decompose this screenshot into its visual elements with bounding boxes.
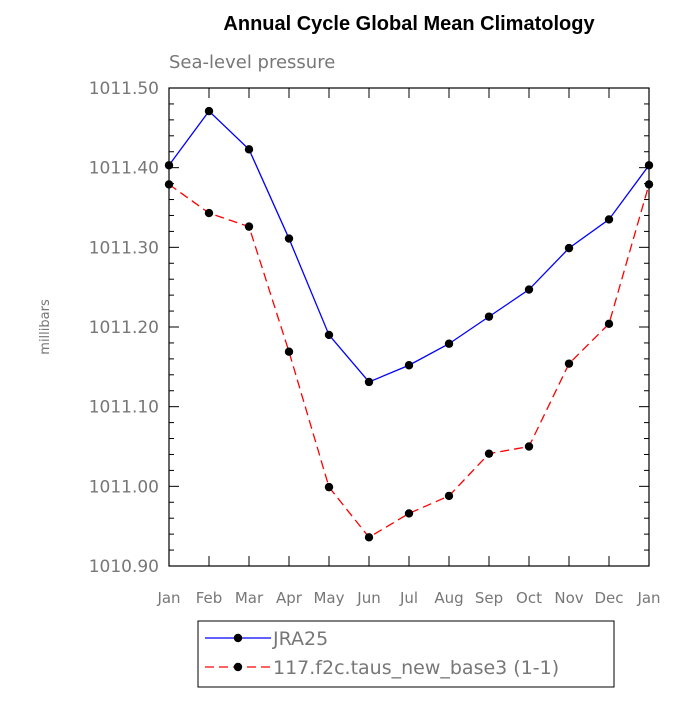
data-point-0: [604, 215, 614, 224]
x-tick-label: Nov: [554, 589, 583, 607]
x-tick-label: Oct: [516, 589, 542, 607]
legend-box: [197, 620, 615, 688]
data-point-1: [324, 482, 334, 492]
x-tick-label: Dec: [594, 589, 623, 607]
data-point-0: [564, 243, 574, 253]
data-point-0: [404, 361, 414, 370]
data-point-1: [564, 359, 574, 368]
data-point-1: [524, 442, 534, 451]
legend-marker-1: [233, 662, 243, 672]
series-line-1: [168, 183, 650, 539]
legend-marker-0: [233, 633, 243, 643]
x-tick-label: Feb: [196, 589, 223, 607]
data-point-1: [284, 347, 294, 356]
x-tick-label: Jan: [636, 589, 660, 607]
y-tick-label: 1011.00: [89, 477, 159, 497]
x-tick-label: Mar: [235, 589, 264, 607]
data-point-1: [444, 491, 454, 501]
x-tick-label: Aug: [434, 589, 463, 607]
legend-label-0: JRA25: [272, 628, 328, 650]
series-line-0: [168, 110, 650, 383]
x-tick-label: Apr: [276, 589, 303, 607]
data-point-1: [164, 180, 174, 189]
data-point-0: [164, 161, 174, 170]
data-point-1: [364, 533, 374, 542]
data-point-0: [484, 312, 494, 321]
data-point-0: [284, 234, 294, 243]
y-tick-label: 1011.50: [89, 79, 159, 99]
plot-frame: [168, 87, 650, 567]
data-point-1: [484, 449, 494, 458]
chart-title: Annual Cycle Global Mean Climatology: [223, 13, 595, 35]
x-tick-label: Sep: [475, 589, 503, 607]
y-tick-label: 1011.30: [89, 238, 159, 258]
chart-subtitle: Sea-level pressure: [169, 52, 335, 73]
data-point-1: [404, 509, 414, 518]
legend-label-1: 117.f2c.taus_new_base3 (1-1): [273, 657, 559, 679]
plot-area: 1010.90 1011.00 1011.10 1011.20 1011.30 1011.…: [89, 79, 661, 607]
y-axis-label: millibars: [38, 299, 53, 355]
data-point-0: [324, 330, 334, 340]
x-tick-label: Jun: [356, 589, 380, 607]
data-point-1: [604, 319, 614, 329]
data-point-0: [364, 377, 374, 387]
x-tick-label: May: [313, 589, 344, 607]
data-point-0: [244, 145, 254, 154]
y-tick-label: 1010.90: [89, 557, 159, 577]
y-tick-label: 1011.10: [89, 398, 159, 418]
x-tick-label: Jul: [399, 589, 418, 607]
data-point-0: [644, 161, 654, 170]
legend: JRA25 117.f2c.taus_new_base3 (1-1): [197, 620, 615, 688]
y-tick-label: 1011.20: [89, 318, 159, 338]
data-point-0: [444, 339, 454, 348]
x-tick-label: Jan: [156, 589, 180, 607]
data-point-0: [524, 285, 534, 294]
y-tick-label: 1011.40: [89, 159, 159, 179]
data-point-1: [204, 208, 214, 218]
data-point-1: [644, 180, 654, 189]
data-point-1: [244, 222, 254, 231]
data-point-0: [204, 106, 214, 116]
